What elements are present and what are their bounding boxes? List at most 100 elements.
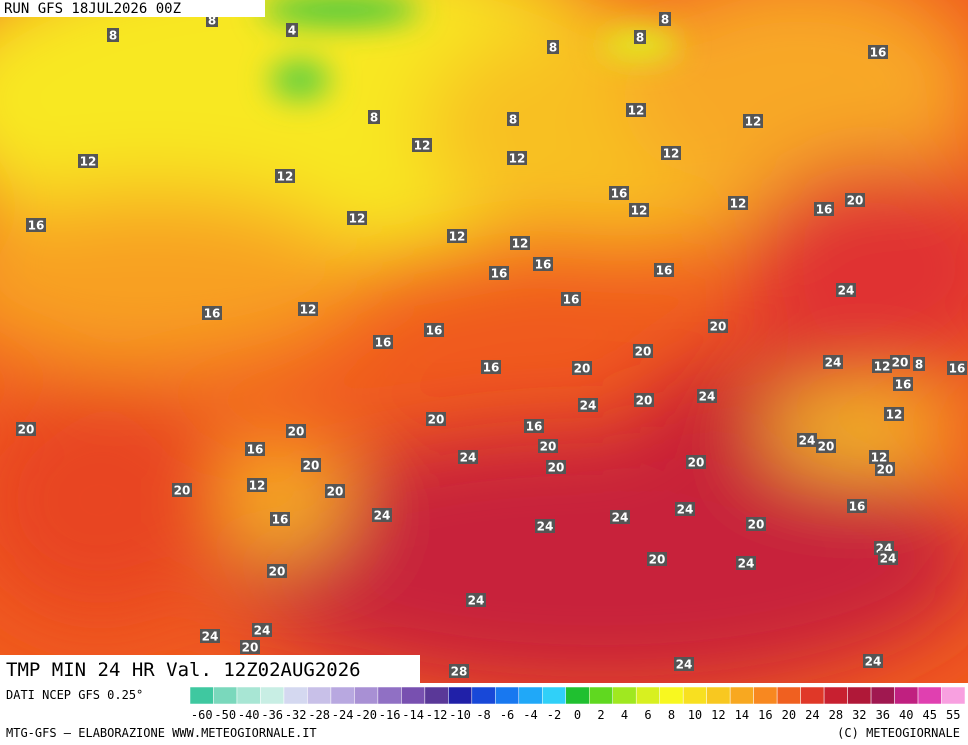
- contour-label: 16: [870, 46, 887, 60]
- label-box: [489, 266, 509, 280]
- label-box: [426, 412, 446, 426]
- contour-label: 24: [865, 655, 882, 669]
- contour-label: 28: [451, 665, 468, 679]
- label-box: [26, 218, 46, 232]
- contour-label: 20: [303, 459, 320, 473]
- label-box: [546, 460, 566, 474]
- contour-label: 24: [738, 557, 755, 571]
- colorbar-swatch: [471, 686, 496, 705]
- label-box: [466, 593, 486, 607]
- label-box: [507, 151, 527, 165]
- label-box: [647, 552, 667, 566]
- contour-label: 16: [816, 203, 833, 217]
- colorbar-label: 40: [899, 708, 913, 722]
- colorbar-label: 45: [923, 708, 937, 722]
- label-box: [347, 211, 367, 225]
- label-box: [547, 40, 559, 54]
- contour-label: 20: [688, 456, 705, 470]
- contour-label: 20: [18, 423, 35, 437]
- label-box: [373, 335, 393, 349]
- contour-label: 16: [204, 307, 221, 321]
- source: DATI NCEP GFS 0.25°: [6, 688, 144, 702]
- contour-label: 16: [526, 420, 543, 434]
- colorbar-swatch: [377, 686, 402, 705]
- contour-label: 8: [370, 111, 378, 125]
- label-box: [736, 556, 756, 570]
- contour-label: 20: [748, 518, 765, 532]
- contour-label: 24: [202, 630, 219, 644]
- contour-label: 12: [509, 152, 526, 166]
- label-box: [240, 640, 260, 654]
- label-box: [875, 462, 895, 476]
- label-box: [267, 564, 287, 578]
- contour-label: 16: [895, 378, 912, 392]
- label-box: [510, 236, 530, 250]
- label-box: [947, 361, 967, 375]
- colorbar-swatch: [283, 686, 308, 705]
- label-box: [816, 439, 836, 453]
- label-box: [869, 450, 889, 464]
- map-title: TMP MIN 24 HR Val. 12Z02AUG2026: [6, 659, 361, 681]
- contour-label: 16: [426, 324, 443, 338]
- contour-label: 12: [277, 170, 294, 184]
- contour-label: 12: [300, 303, 317, 317]
- colorbar-swatch: [941, 686, 966, 705]
- contour-label: 8: [509, 113, 517, 127]
- label-box: [245, 442, 265, 456]
- contour-label: 20: [710, 320, 727, 334]
- contour-label: 16: [375, 336, 392, 350]
- contour-label: 12: [730, 197, 747, 211]
- colorbar-swatch: [330, 686, 355, 705]
- label-box: [524, 419, 544, 433]
- colorbar-label: 4: [621, 708, 628, 722]
- colorbar-swatch: [635, 686, 660, 705]
- contour-label: 12: [414, 139, 431, 153]
- colorbar-swatch: [917, 686, 942, 705]
- label-box: [107, 28, 119, 42]
- colorbar-label: 14: [735, 708, 749, 722]
- colorbar-label: 2: [597, 708, 604, 722]
- label-box: [728, 196, 748, 210]
- contour-label: 8: [661, 13, 669, 27]
- label-box: [610, 510, 630, 524]
- contour-label: 20: [574, 362, 591, 376]
- label-box: [202, 306, 222, 320]
- cold-spots: [260, 0, 680, 100]
- colorbar-label: -60: [191, 708, 213, 722]
- colorbar-swatch: [354, 686, 379, 705]
- label-box: [743, 114, 763, 128]
- contour-label: 16: [28, 219, 45, 233]
- contour-label: 20: [269, 565, 286, 579]
- contour-label: 20: [327, 485, 344, 499]
- label-box: [872, 359, 892, 373]
- contour-label: 12: [631, 204, 648, 218]
- label-box: [535, 519, 555, 533]
- colorbar-swatch: [847, 686, 872, 705]
- contour-label: 20: [892, 356, 909, 370]
- contour-label: 12: [663, 147, 680, 161]
- contour-label: 20: [877, 463, 894, 477]
- colorbar-swatch: [448, 686, 473, 705]
- colorbar-label: 28: [829, 708, 843, 722]
- contour-label: 20: [288, 425, 305, 439]
- contour-label: 20: [635, 345, 652, 359]
- colorbar: -60 -50 -40 -36 -32 -28 -24 -20 -16 -14 -12 -10 -8 -6…: [189, 686, 966, 722]
- label-box: [368, 110, 380, 124]
- label-box: [746, 517, 766, 531]
- colorbar-label: -24: [332, 708, 354, 722]
- contour-label: 12: [745, 115, 762, 129]
- contour-label: 16: [656, 264, 673, 278]
- label-box: [884, 407, 904, 421]
- contour-label: 12: [349, 212, 366, 226]
- contour-label: 24: [676, 658, 693, 672]
- colorbar-swatch: [776, 686, 801, 705]
- label-box: [561, 292, 581, 306]
- title-box: [0, 655, 420, 683]
- colorbar-label: -32: [285, 708, 307, 722]
- colorbar-label: -28: [308, 708, 330, 722]
- label-box: [661, 146, 681, 160]
- contour-label: 20: [540, 440, 557, 454]
- colorbar-swatch: [870, 686, 895, 705]
- contour-label: 24: [254, 624, 271, 638]
